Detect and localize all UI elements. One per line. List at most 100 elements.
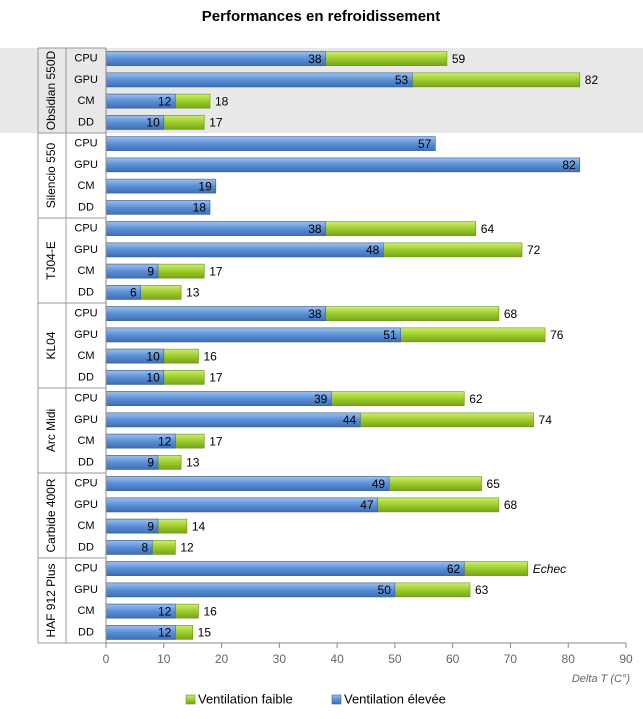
value-label: 18 xyxy=(215,94,229,108)
value-label: 65 xyxy=(487,477,501,491)
legend-swatch xyxy=(331,694,342,705)
legend-label: Ventilation élevée xyxy=(344,691,446,706)
category-label: GPU xyxy=(74,499,98,511)
x-tick-label: 0 xyxy=(103,652,110,666)
category-label: CPU xyxy=(74,223,97,235)
value-label: 38 xyxy=(308,52,322,66)
value-label: 44 xyxy=(343,413,357,427)
bar xyxy=(105,157,581,173)
value-label: 82 xyxy=(585,73,599,87)
value-label: 38 xyxy=(308,307,322,321)
category-label: GPU xyxy=(74,74,98,86)
group-label: Carbide 400R xyxy=(44,478,58,552)
value-label: 63 xyxy=(475,583,489,597)
value-label: 57 xyxy=(418,137,432,151)
value-label: 14 xyxy=(192,519,206,533)
legend-swatch xyxy=(185,694,196,705)
category-label: DD xyxy=(78,286,94,298)
value-label: 17 xyxy=(209,371,223,385)
value-label: 10 xyxy=(146,116,160,130)
value-label: 62 xyxy=(469,392,483,406)
x-tick-label: 70 xyxy=(504,652,518,666)
category-label: CPU xyxy=(74,563,97,575)
value-label: 15 xyxy=(198,626,212,640)
bar xyxy=(105,582,396,598)
bar xyxy=(105,136,436,151)
group-label: Silencio 550 xyxy=(44,142,58,208)
category-label: CPU xyxy=(74,138,97,150)
x-tick-label: 10 xyxy=(157,652,171,666)
value-label: 18 xyxy=(193,201,207,215)
x-tick-label: 20 xyxy=(215,652,229,666)
value-label: 9 xyxy=(147,456,154,470)
value-label: 13 xyxy=(186,456,200,470)
category-label: CM xyxy=(77,95,94,107)
value-label: 47 xyxy=(360,498,374,512)
x-tick-label: 30 xyxy=(273,652,287,666)
value-label: 6 xyxy=(130,286,137,300)
legend-label: Ventilation faible xyxy=(198,691,293,706)
value-label: 17 xyxy=(209,434,223,448)
group-label: Obsidian 550D xyxy=(44,50,58,130)
value-label: 10 xyxy=(146,371,160,385)
category-label: CM xyxy=(77,435,94,447)
value-label: 72 xyxy=(527,243,541,257)
bar xyxy=(105,391,332,406)
value-label: 68 xyxy=(504,498,518,512)
bar xyxy=(105,221,326,236)
value-label: 16 xyxy=(203,349,217,363)
category-label: CM xyxy=(77,180,94,192)
x-axis-label: Delta T (C°) xyxy=(572,673,631,685)
value-label: 17 xyxy=(209,264,223,278)
category-label: CM xyxy=(77,605,94,617)
category-label: DD xyxy=(78,116,94,128)
bar xyxy=(105,51,326,66)
bar xyxy=(105,412,361,428)
category-label: DD xyxy=(78,201,94,213)
category-label: CM xyxy=(77,520,94,532)
group-label: Arc Midi xyxy=(44,409,58,452)
bar xyxy=(105,327,401,343)
x-tick-label: 40 xyxy=(330,652,344,666)
category-label: DD xyxy=(78,371,94,383)
value-label: 82 xyxy=(562,158,576,172)
value-label: 62 xyxy=(447,562,461,576)
category-label: GPU xyxy=(74,159,98,171)
value-label: 50 xyxy=(378,583,392,597)
category-label: GPU xyxy=(74,414,98,426)
chart-title: Performances en refroidissement xyxy=(202,8,440,25)
value-label: 68 xyxy=(504,307,518,321)
category-label: GPU xyxy=(74,244,98,256)
value-label: 9 xyxy=(147,519,154,533)
category-label: GPU xyxy=(74,329,98,341)
value-label: 76 xyxy=(550,328,564,342)
value-label: 48 xyxy=(366,243,380,257)
bar xyxy=(105,242,384,258)
value-label: 12 xyxy=(158,94,172,108)
value-label: 16 xyxy=(203,604,217,618)
value-label: 64 xyxy=(481,222,495,236)
group-label: KL04 xyxy=(44,331,58,359)
bar xyxy=(105,476,390,491)
category-label: CPU xyxy=(74,393,97,405)
value-label: 12 xyxy=(180,541,194,555)
bar xyxy=(105,497,378,513)
value-label: 49 xyxy=(372,477,386,491)
value-label: 39 xyxy=(314,392,328,406)
category-label: CM xyxy=(77,350,94,362)
x-tick-label: 60 xyxy=(446,652,460,666)
value-label: 8 xyxy=(142,541,149,555)
group-label: HAF 912 Plus xyxy=(44,563,58,637)
category-label: CPU xyxy=(74,53,97,65)
bar xyxy=(105,72,413,88)
category-label: DD xyxy=(78,456,94,468)
x-tick-label: 90 xyxy=(619,652,633,666)
value-label: 38 xyxy=(308,222,322,236)
x-tick-label: 80 xyxy=(562,652,576,666)
category-label: CPU xyxy=(74,308,97,320)
category-label: DD xyxy=(78,541,94,553)
value-label: 53 xyxy=(395,73,409,87)
value-label: 51 xyxy=(383,328,397,342)
value-label: 74 xyxy=(539,413,553,427)
